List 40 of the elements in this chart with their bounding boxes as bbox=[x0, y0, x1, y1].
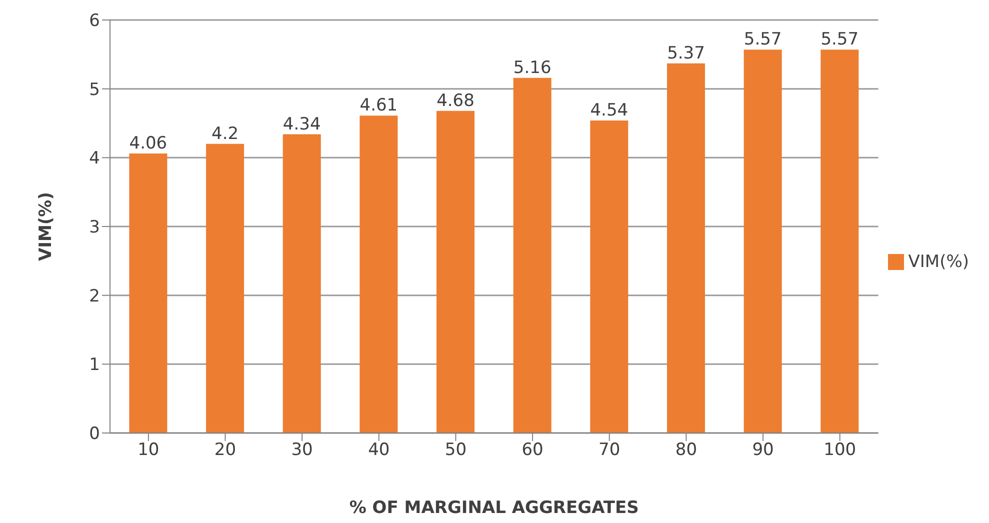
data-label: 4.54 bbox=[590, 100, 628, 120]
data-label: 5.16 bbox=[513, 58, 552, 78]
bar bbox=[513, 78, 552, 433]
x-axis-title: % OF MARGINAL AGGREGATES bbox=[349, 498, 639, 518]
data-label: 5.37 bbox=[667, 43, 705, 64]
y-tick-label: 1 bbox=[89, 355, 100, 376]
x-tick-label: 90 bbox=[752, 440, 774, 460]
data-label: 5.57 bbox=[820, 30, 859, 50]
bar bbox=[360, 116, 398, 433]
bar bbox=[282, 134, 321, 433]
y-tick-label: 3 bbox=[89, 218, 100, 238]
data-label: 5.57 bbox=[744, 30, 782, 50]
data-label: 4.2 bbox=[212, 124, 239, 144]
y-tick-label: 4 bbox=[89, 148, 100, 169]
legend-label: VIM(%) bbox=[908, 252, 969, 272]
x-tick-label: 10 bbox=[138, 440, 160, 460]
x-tick-label: 100 bbox=[824, 440, 856, 460]
bar bbox=[206, 144, 244, 433]
bar bbox=[666, 63, 705, 433]
x-tick-label: 20 bbox=[214, 440, 236, 460]
x-tick-label: 40 bbox=[368, 440, 390, 460]
x-tick-label: 30 bbox=[291, 440, 313, 460]
x-tick-label: 70 bbox=[598, 440, 620, 460]
data-label: 4.34 bbox=[282, 114, 321, 134]
y-tick-label: 0 bbox=[89, 424, 100, 444]
bar bbox=[820, 50, 859, 433]
x-tick-label: 80 bbox=[675, 440, 698, 460]
y-tick-label: 2 bbox=[89, 286, 100, 306]
x-tick-label: 50 bbox=[444, 440, 467, 460]
bar bbox=[590, 120, 628, 433]
y-axis-title: VIM(%) bbox=[36, 192, 56, 261]
x-tick-label: 60 bbox=[522, 440, 544, 460]
y-tick-label: 6 bbox=[89, 11, 100, 32]
data-label: 4.06 bbox=[129, 134, 168, 154]
bar bbox=[129, 154, 168, 433]
bar bbox=[744, 50, 782, 433]
data-label: 4.68 bbox=[436, 90, 474, 111]
data-label: 4.61 bbox=[360, 96, 398, 116]
bar bbox=[436, 110, 475, 433]
y-tick-label: 5 bbox=[89, 80, 100, 100]
